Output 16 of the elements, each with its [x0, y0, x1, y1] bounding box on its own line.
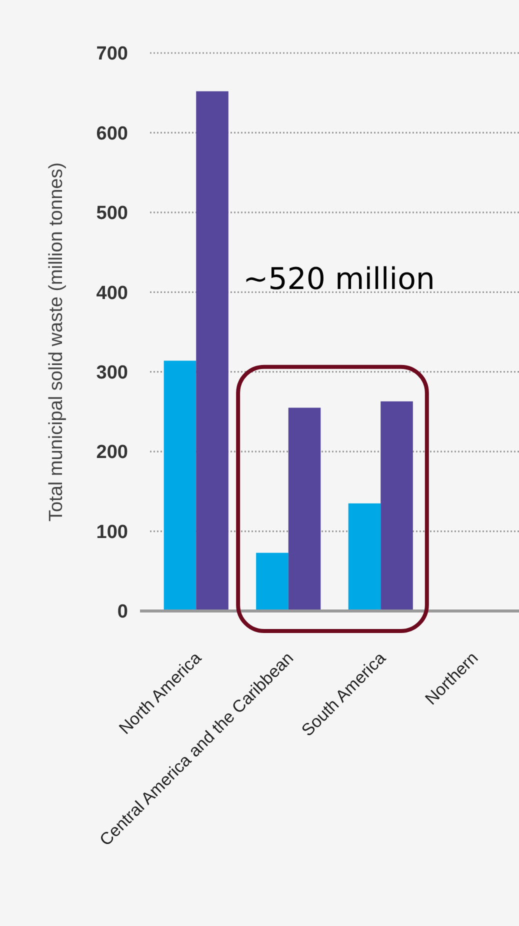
bar	[256, 552, 288, 611]
bar	[288, 408, 321, 611]
bar	[348, 503, 381, 611]
bar	[380, 401, 413, 611]
y-tick-label: 400	[96, 282, 128, 304]
y-axis-title: Total municipal solid waste (million tonnes)	[46, 162, 67, 522]
y-tick-label: 600	[96, 123, 128, 144]
y-tick-label: 100	[96, 522, 128, 543]
y-tick-label: 500	[96, 203, 128, 224]
y-tick-label: 200	[96, 442, 128, 464]
annotation: ~520 million	[243, 262, 435, 297]
y-tick-label: 300	[96, 362, 128, 384]
bar	[196, 91, 228, 611]
y-tick-label: 700	[96, 44, 128, 65]
bar	[164, 360, 196, 611]
y-tick-label: 0	[117, 602, 128, 623]
